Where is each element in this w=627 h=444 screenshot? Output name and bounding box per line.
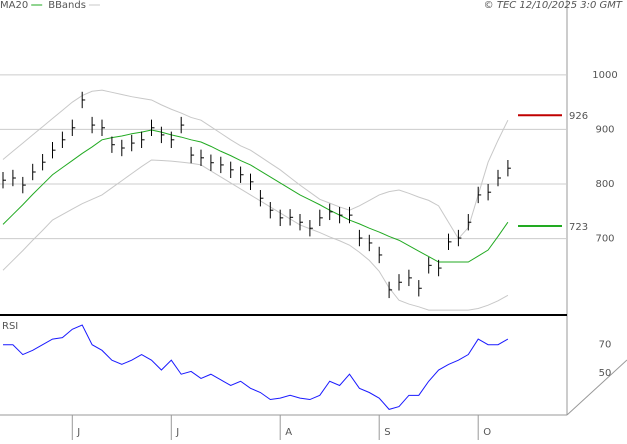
ma-line bbox=[2, 129, 509, 263]
x-tick-label: J bbox=[175, 427, 179, 438]
y-tick-label: 700 bbox=[595, 234, 614, 245]
x-tick-label: S bbox=[384, 427, 390, 438]
x-tick-label: A bbox=[285, 427, 292, 438]
band-line bbox=[2, 159, 509, 311]
rsi-line bbox=[3, 324, 509, 410]
y-tick-label: 70 bbox=[599, 340, 612, 351]
x-tick-label: J bbox=[76, 427, 80, 438]
y-tick-label: 50 bbox=[599, 368, 612, 379]
level-label: 926 bbox=[569, 111, 588, 122]
rsi-title: RSI bbox=[2, 321, 18, 332]
y-tick-label: 800 bbox=[595, 179, 614, 190]
axis-decoration bbox=[566, 359, 627, 416]
legend-label: BBands bbox=[48, 0, 86, 11]
legend-label: MA20 bbox=[0, 0, 28, 11]
credit: © TEC 12/10/2025 3:0 GMT bbox=[484, 0, 623, 11]
band-line bbox=[2, 89, 509, 240]
x-tick-label: O bbox=[483, 427, 491, 438]
level-label: 723 bbox=[569, 222, 588, 233]
y-tick-label: 900 bbox=[595, 124, 614, 135]
y-tick-label: 1000 bbox=[592, 70, 617, 81]
